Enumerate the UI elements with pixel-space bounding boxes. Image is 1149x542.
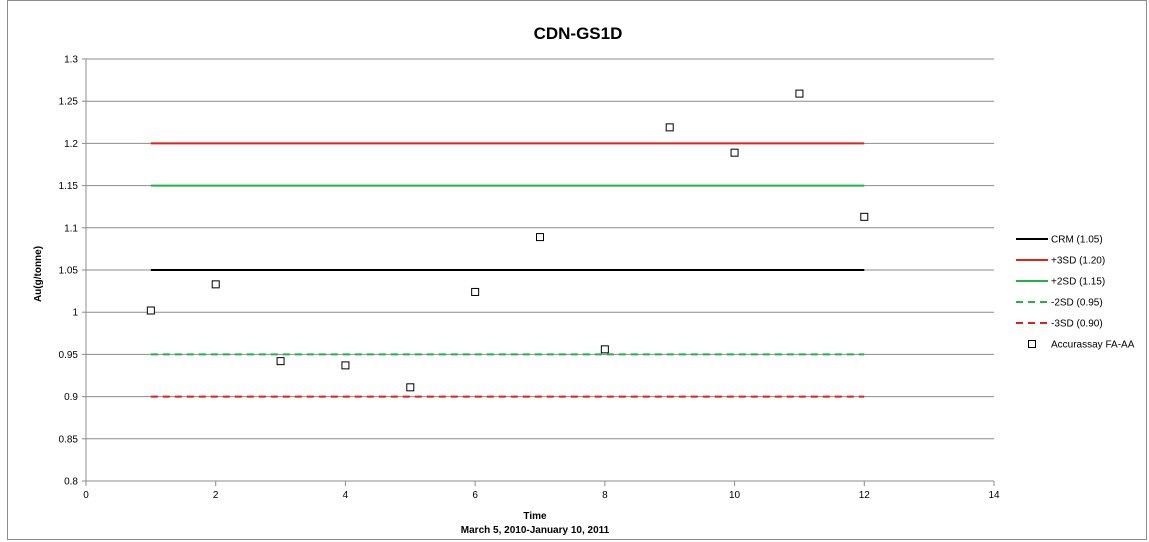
- legend-label: +2SD (1.15): [1051, 277, 1105, 288]
- x-axis-subtitle: March 5, 2010-January 10, 2011: [461, 525, 610, 536]
- chart-area: CDN-GS1D 0.8 0.85 0.9 0.95 1 1.05 1.1 1.15 1.2 1.…: [7, 0, 1147, 540]
- x-tick-label: 10: [729, 490, 741, 501]
- chart-title: CDN-GS1D: [534, 24, 623, 43]
- y-tick-label: 0.85: [59, 434, 79, 445]
- y-tick-label: 1.25: [59, 97, 79, 108]
- y-tick-label: 1.15: [59, 181, 79, 192]
- y-tick-label: 1.1: [64, 223, 78, 234]
- data-point-marker: [406, 383, 415, 392]
- y-tick-label: 1: [72, 308, 78, 319]
- legend-marker: [1028, 340, 1036, 348]
- data-point-marker: [471, 287, 480, 296]
- legend-label: +3SD (1.20): [1051, 256, 1105, 267]
- data-point-marker: [211, 280, 220, 289]
- legend-label: -2SD (0.95): [1051, 298, 1103, 309]
- legend-label: -3SD (0.90): [1051, 319, 1103, 330]
- data-point-marker: [341, 361, 350, 370]
- plot-series: [146, 89, 869, 398]
- data-point-marker: [860, 212, 869, 221]
- y-tick-label: 0.8: [64, 477, 78, 488]
- data-point-marker: [600, 345, 609, 354]
- chart-svg: CDN-GS1D 0.8 0.85 0.9 0.95 1 1.05 1.1 1.15 1.2 1.…: [33, 24, 1135, 536]
- x-tick-label: 0: [83, 490, 89, 501]
- data-point-marker: [665, 123, 674, 132]
- legend-label: Accurassay FA-AA: [1051, 340, 1135, 351]
- x-tick-label: 14: [988, 490, 1000, 501]
- x-tick-label: 2: [213, 490, 219, 501]
- y-tick-label: 0.9: [64, 392, 78, 403]
- legend: CRM (1.05) +3SD (1.20) +2SD (1.15) -2SD (0.…: [1016, 235, 1135, 351]
- y-axis-title: Au(g/tonne): [33, 246, 44, 302]
- x-tick-label: 6: [472, 490, 478, 501]
- x-tick-label: 12: [859, 490, 871, 501]
- y-tick-label: 1.3: [64, 55, 78, 66]
- y-tick-label: 0.95: [59, 350, 79, 361]
- data-point-marker: [730, 148, 739, 157]
- data-point-marker: [276, 357, 285, 366]
- legend-label: CRM (1.05): [1051, 235, 1103, 246]
- x-tick-label: 4: [343, 490, 349, 501]
- data-point-marker: [536, 233, 544, 242]
- data-point-marker: [795, 89, 804, 98]
- axes: 0.8 0.85 0.9 0.95 1 1.05 1.1 1.15 1.2 1.25 1.3 0 2 4 6…: [59, 55, 1000, 502]
- y-tick-label: 1.2: [64, 139, 78, 150]
- y-tick-label: 1.05: [59, 266, 79, 277]
- data-point-marker: [146, 306, 155, 315]
- x-axis-title: Time: [523, 511, 547, 522]
- x-tick-label: 8: [602, 490, 608, 501]
